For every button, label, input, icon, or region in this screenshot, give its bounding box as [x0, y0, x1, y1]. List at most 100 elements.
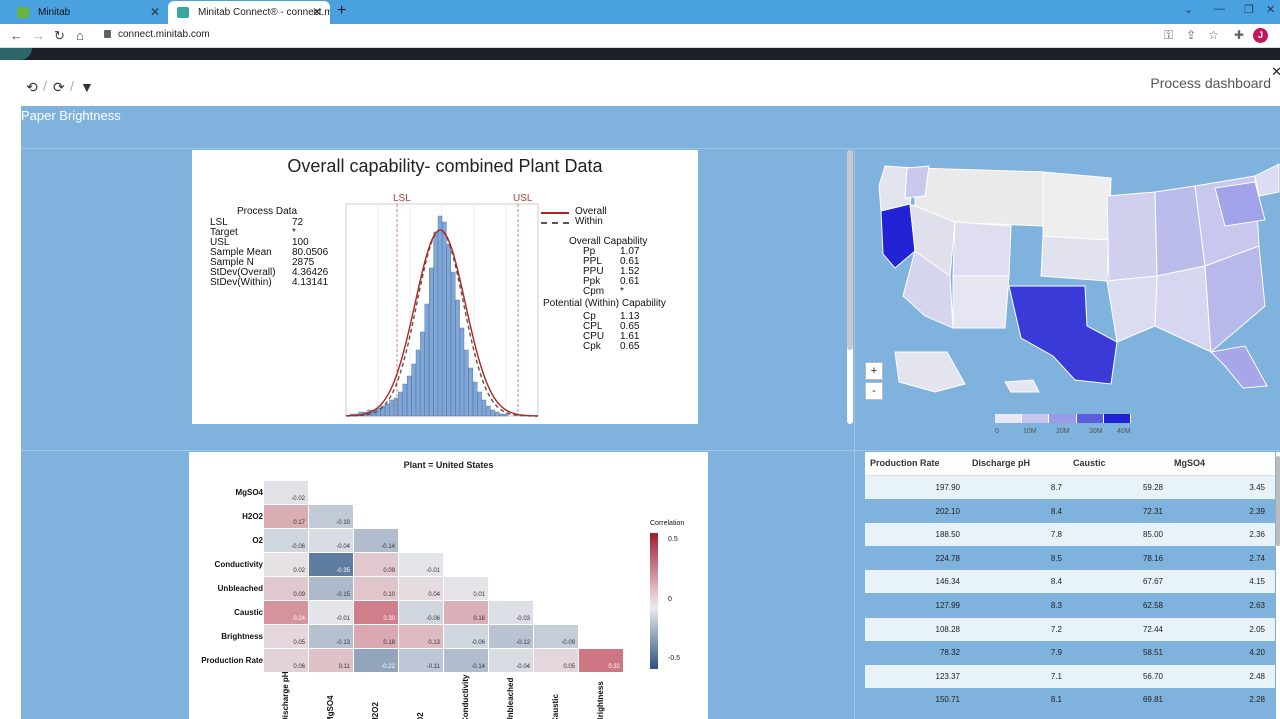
table-row[interactable]: 202.10 8.4 72.31 2.39 [865, 499, 1275, 523]
home-icon[interactable]: ⌂ [76, 28, 84, 43]
heatmap-cell[interactable]: 0.30 [354, 601, 399, 625]
map-region[interactable] [1154, 265, 1212, 353]
map-region[interactable] [1042, 171, 1112, 241]
heatmap-cell[interactable]: 0.16 [444, 601, 489, 625]
table-scrollbar[interactable] [1276, 452, 1280, 719]
panel-scrollbar[interactable] [847, 150, 853, 424]
heatmap-cell[interactable]: -0.03 [489, 601, 534, 625]
heatmap-cell[interactable]: 0.24 [264, 601, 309, 625]
share-icon[interactable]: ⇪ [1186, 28, 1197, 42]
heatmap-cell[interactable]: -0.15 [309, 577, 354, 601]
map-region[interactable] [914, 167, 1046, 227]
table-row[interactable]: 224.78 8.5 78.16 2.74 [865, 546, 1275, 570]
heatmap-cell[interactable]: -0.06 [399, 601, 444, 625]
heatmap-cell[interactable]: -0.06 [264, 529, 309, 553]
heatmap-cell[interactable]: -0.35 [309, 553, 354, 577]
capability-chart-panel[interactable]: Overall capability- combined Plant Data … [192, 150, 698, 424]
url-field[interactable]: connect.minitab.com [104, 29, 210, 40]
map-region[interactable] [952, 221, 1012, 277]
profile-avatar[interactable]: J [1253, 28, 1268, 43]
window-close-icon[interactable]: ✕ [1266, 4, 1276, 16]
column-header[interactable]: MgSO4 [1174, 458, 1206, 468]
restore-icon[interactable]: ❐ [1244, 4, 1254, 16]
map-region-california[interactable] [880, 203, 916, 269]
heatmap-cell[interactable]: 0.11 [309, 649, 354, 673]
history-icon[interactable]: ⟲ [26, 79, 38, 95]
data-table[interactable]: Production Rate Discharge pH Caustic MgS… [865, 452, 1275, 719]
heatmap-cell[interactable]: -0.10 [309, 505, 354, 529]
scrollbar-thumb[interactable] [847, 150, 853, 350]
tab-search-icon[interactable]: ⌄ [1184, 4, 1194, 16]
scrollbar-thumb[interactable] [1276, 456, 1280, 546]
map-region-new-york[interactable] [1214, 181, 1266, 227]
close-tab-icon[interactable]: ✕ [149, 5, 160, 19]
star-icon[interactable]: ☆ [1208, 28, 1219, 42]
tab-minitab[interactable]: Minitab ✕ [8, 1, 168, 24]
forward-icon[interactable]: → [32, 28, 45, 43]
heatmap-cell[interactable]: -0.13 [309, 625, 354, 649]
column-header[interactable]: Caustic [1073, 458, 1106, 468]
heatmap-cell[interactable]: 0.10 [354, 577, 399, 601]
map-zoom-in-button[interactable]: + [865, 362, 883, 380]
map-region[interactable] [1106, 191, 1158, 282]
table-row[interactable]: 127.99 8.3 62.58 2.63 [865, 594, 1275, 617]
heatmap-cell[interactable]: -0.02 [264, 481, 309, 505]
map-region[interactable] [1254, 163, 1280, 197]
map-region[interactable] [1106, 275, 1158, 343]
heatmap-cell[interactable]: -0.01 [309, 601, 354, 625]
reload-icon[interactable]: ↻ [54, 28, 65, 43]
heatmap-cell[interactable]: 0.05 [534, 649, 579, 673]
heatmap-cell[interactable]: -0.09 [534, 625, 579, 649]
table-row[interactable]: 150.71 8.1 69.81 2.28 [865, 688, 1275, 712]
heatmap-cell[interactable]: -0.11 [399, 649, 444, 673]
heatmap-cell[interactable]: 0.05 [264, 625, 309, 649]
heatmap-cell[interactable]: 0.04 [399, 577, 444, 601]
heatmap-cell[interactable]: -0.14 [444, 649, 489, 673]
map-region-hawaii[interactable] [1004, 379, 1040, 393]
table-row[interactable]: 78.32 7.9 58.51 4.20 [865, 641, 1275, 665]
heatmap-cell[interactable]: 0.18 [354, 625, 399, 649]
minimize-icon[interactable]: — [1214, 3, 1225, 15]
map-region-texas[interactable] [1008, 285, 1118, 385]
refresh-icon[interactable]: ⟳ [53, 79, 65, 95]
table-row[interactable]: 108.28 7.2 72.44 2.05 [865, 617, 1275, 641]
column-header[interactable]: Production Rate [870, 458, 940, 468]
heatmap-cell[interactable]: 0.02 [264, 553, 309, 577]
heatmap-cell[interactable]: -0.22 [354, 649, 399, 673]
map-region[interactable] [1204, 245, 1266, 354]
map-zoom-out-button[interactable]: - [865, 382, 883, 400]
map-region-alaska[interactable] [894, 351, 966, 393]
new-tab-icon[interactable]: + [337, 2, 347, 19]
heatmap-cell[interactable]: 0.06 [264, 649, 309, 673]
column-header[interactable]: Discharge pH [972, 458, 1031, 468]
us-map[interactable] [855, 156, 1280, 396]
heatmap-cell[interactable]: 0.01 [444, 577, 489, 601]
heatmap-cell[interactable]: 0.17 [264, 505, 309, 529]
heatmap-cell[interactable]: 0.32 [579, 649, 624, 673]
heatmap-cell[interactable]: 0.09 [354, 553, 399, 577]
heatmap-cell[interactable]: -0.14 [354, 529, 399, 553]
table-row[interactable]: 123.37 7.1 56.70 2.48 [865, 664, 1275, 688]
heatmap-cell[interactable]: -0.12 [489, 625, 534, 649]
back-icon[interactable]: ← [10, 28, 23, 43]
map-region[interactable] [952, 275, 1010, 329]
table-row[interactable]: 188.50 7.8 85.00 2.36 [865, 523, 1275, 547]
close-tab-icon[interactable]: ✕ [311, 5, 322, 19]
heatmap-cell[interactable]: 0.13 [399, 625, 444, 649]
key-icon[interactable]: ⚿ [1164, 28, 1174, 42]
table-row[interactable]: 146.34 8.4 67.67 4.15 [865, 570, 1275, 594]
heatmap-cell[interactable]: -0.01 [399, 553, 444, 577]
filter-icon[interactable]: ▼ [80, 79, 94, 95]
map-region[interactable] [904, 165, 930, 199]
map-region[interactable] [1040, 235, 1110, 282]
modal-close-icon[interactable]: ✕ [1271, 64, 1280, 79]
heatmap-cell[interactable]: -0.04 [309, 529, 354, 553]
heatmap-cell[interactable]: -0.06 [444, 625, 489, 649]
heatmap-cell[interactable]: -0.04 [489, 649, 534, 673]
extensions-icon[interactable]: ✚ [1234, 28, 1245, 42]
tab-minitab-connect[interactable]: Minitab Connect® - connect.mini ✕ [168, 1, 330, 24]
map-region[interactable] [902, 250, 954, 329]
map-region-florida[interactable] [1209, 345, 1268, 389]
correlation-heatmap-panel[interactable]: Plant = United States MgSO4 -0.02 H2O2 0.17… [189, 452, 708, 719]
heatmap-cell[interactable]: 0.09 [264, 577, 309, 601]
